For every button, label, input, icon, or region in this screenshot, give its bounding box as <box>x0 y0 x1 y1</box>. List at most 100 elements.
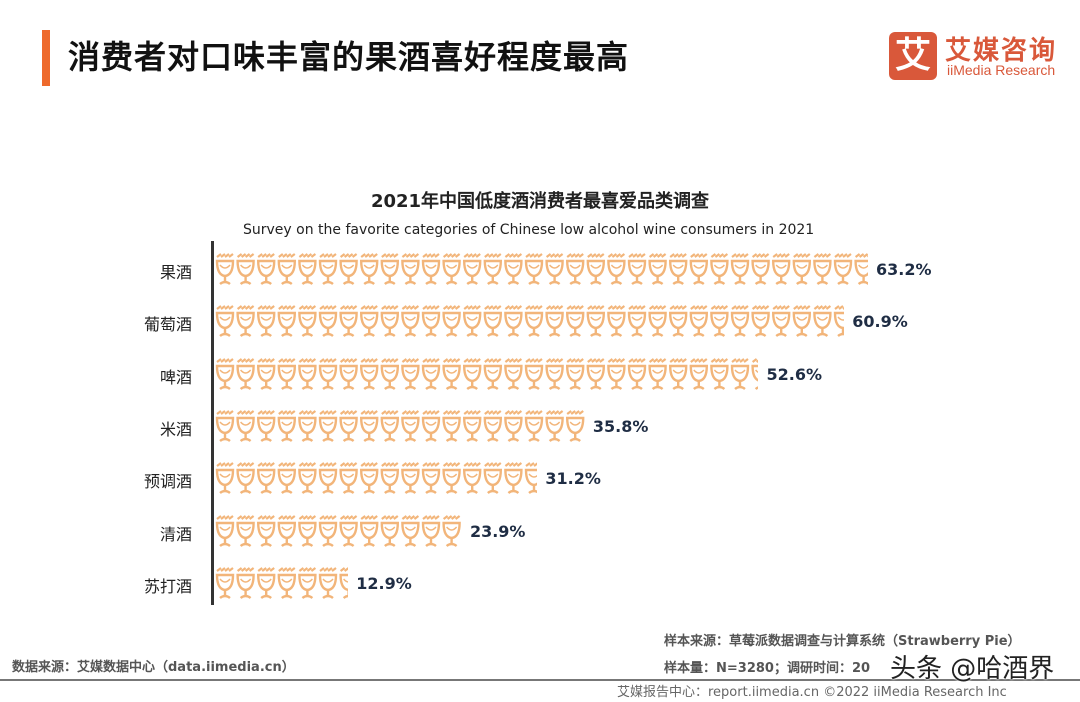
goblet-icon <box>359 514 379 547</box>
goblet-icon <box>751 253 770 285</box>
goblet-icon <box>668 357 688 390</box>
goblet-icon <box>277 357 297 390</box>
goblet-icon <box>586 253 606 285</box>
goblet-icon <box>401 253 420 285</box>
goblet-icon <box>401 514 420 547</box>
goblet-icon <box>504 305 523 338</box>
goblet-icon <box>215 462 235 495</box>
bar <box>215 410 585 442</box>
goblet-icon <box>771 305 791 338</box>
goblet-icon <box>771 253 791 285</box>
goblet-icon <box>833 305 845 338</box>
goblet-icon <box>442 410 461 442</box>
goblet-icon <box>730 305 750 338</box>
goblet-icon <box>318 253 338 285</box>
goblet-icon <box>256 410 276 442</box>
goblet-icon <box>215 357 235 390</box>
data-label: 63.2% <box>876 260 932 279</box>
goblet-icon <box>236 566 255 599</box>
bar-row: 预调酒 31.2% <box>0 460 1080 500</box>
goblet-icon <box>277 566 297 599</box>
goblet-icon <box>421 410 441 442</box>
goblet-icon <box>524 462 538 495</box>
bar-row: 葡萄酒 60.9% <box>0 303 1080 343</box>
goblet-icon <box>792 253 812 285</box>
goblet-icon <box>545 305 564 338</box>
goblet-icon <box>298 253 317 285</box>
goblet-icon <box>462 253 482 285</box>
watermark: 头条 @哈酒界 <box>890 654 1055 684</box>
goblet-icon <box>277 410 297 442</box>
goblet-icon <box>256 462 276 495</box>
goblet-icon <box>689 305 709 338</box>
goblet-icon <box>318 410 338 442</box>
goblet-icon <box>504 253 523 285</box>
goblet-icon <box>339 253 358 285</box>
goblet-icon <box>277 253 297 285</box>
goblet-icon <box>380 357 400 390</box>
data-source: 数据来源：艾媒数据中心（data.iimedia.cn） <box>12 660 295 675</box>
category-label: 米酒 <box>159 419 192 439</box>
goblet-icon <box>524 410 544 442</box>
goblet-icon <box>298 410 317 442</box>
goblet-icon <box>236 410 255 442</box>
goblet-icon <box>359 253 379 285</box>
goblet-icon <box>462 462 482 495</box>
category-label: 苏打酒 <box>143 576 192 596</box>
category-label: 果酒 <box>159 263 192 282</box>
goblet-icon <box>668 305 688 338</box>
goblet-icon <box>607 357 626 390</box>
goblet-icon <box>421 305 441 338</box>
goblet-icon <box>627 253 647 285</box>
goblet-icon <box>710 357 729 390</box>
goblet-icon <box>792 305 812 338</box>
goblet-icon <box>380 253 400 285</box>
goblet-icon <box>565 410 585 442</box>
logo-mark: 艾 <box>889 32 937 80</box>
footer-divider <box>0 679 1080 681</box>
data-label: 12.9% <box>356 573 412 593</box>
goblet-icon <box>236 305 255 338</box>
goblet-icon <box>298 566 317 599</box>
goblet-icon <box>627 305 647 338</box>
goblet-icon <box>215 253 235 285</box>
goblet-icon <box>689 253 709 285</box>
goblet-icon <box>256 566 276 599</box>
goblet-icon <box>318 514 338 547</box>
goblet-icon <box>380 462 400 495</box>
category-label: 葡萄酒 <box>143 315 192 335</box>
goblet-icon <box>318 462 338 495</box>
goblet-icon <box>504 357 523 390</box>
goblet-icon <box>607 305 626 338</box>
goblet-icon <box>751 357 759 390</box>
goblet-icon <box>483 305 503 338</box>
goblet-icon <box>442 514 461 547</box>
data-label: 60.9% <box>852 312 908 332</box>
goblet-icon <box>421 253 441 285</box>
goblet-icon <box>277 305 297 338</box>
goblet-icon <box>545 253 564 285</box>
bar-row: 啤酒 52.6% <box>0 356 1080 396</box>
goblet-icon <box>236 357 255 390</box>
goblet-icon <box>813 305 832 338</box>
goblet-icon <box>359 305 379 338</box>
goblet-icon <box>339 410 358 442</box>
goblet-icon <box>298 462 317 495</box>
goblet-icon <box>462 357 482 390</box>
goblet-icon <box>504 410 523 442</box>
goblet-icon <box>524 305 544 338</box>
goblet-icon <box>339 305 358 338</box>
bar <box>215 566 349 599</box>
title-accent-bar <box>42 30 50 86</box>
bar <box>215 357 759 390</box>
bar <box>215 305 845 338</box>
goblet-icon <box>648 253 667 285</box>
goblet-icon <box>298 514 317 547</box>
goblet-icon <box>256 357 276 390</box>
goblet-icon <box>359 410 379 442</box>
goblet-icon <box>215 305 235 338</box>
goblet-icon <box>277 514 297 547</box>
goblet-icon <box>586 305 606 338</box>
goblet-icon <box>710 305 729 338</box>
sample-source: 样本来源：草莓派数据调查与计算系统（Strawberry Pie） <box>664 634 1021 649</box>
